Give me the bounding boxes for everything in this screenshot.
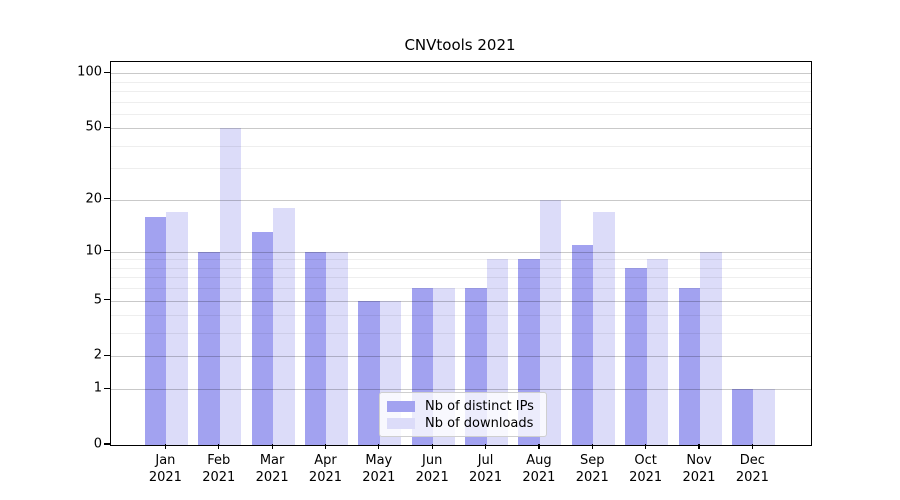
bar-downloads: [219, 128, 242, 445]
legend-item-distinct-ips: Nb of distinct IPs: [387, 398, 538, 415]
gridline-major: [111, 356, 811, 358]
gridline-minor: [111, 288, 811, 290]
y-tick-label: 10: [85, 243, 102, 259]
legend-swatch-distinct-ips: [387, 401, 415, 412]
legend-label-downloads: Nb of downloads: [425, 416, 534, 431]
x-tick-mark: [751, 444, 753, 449]
x-tick-label: Jan 2021: [148, 453, 182, 485]
gridline-major: [111, 251, 811, 253]
y-tick-mark: [104, 299, 110, 301]
x-tick-label: Oct 2021: [629, 453, 663, 485]
bar-downloads: [646, 259, 669, 445]
bar-distinct-ips: [571, 244, 594, 445]
gridline-minor: [111, 90, 811, 92]
y-tick-mark: [104, 198, 110, 200]
gridline-major: [111, 199, 811, 201]
x-tick-label: Jun 2021: [415, 453, 449, 485]
gridline-minor: [111, 259, 811, 261]
bar-downloads: [273, 207, 295, 445]
x-tick-label: Aug 2021: [522, 453, 556, 485]
x-tick-label: Jul 2021: [469, 453, 503, 485]
x-tick-mark: [378, 444, 380, 449]
gridline-minor: [111, 168, 811, 170]
bar-distinct-ips: [731, 389, 754, 445]
bar-distinct-ips: [144, 216, 167, 445]
x-tick-label: Sep 2021: [575, 453, 609, 485]
bar-distinct-ips: [198, 251, 220, 445]
y-tick-label: 2: [93, 347, 102, 363]
bar-downloads: [166, 212, 188, 445]
gridline-major: [111, 389, 811, 391]
bar-downloads: [753, 389, 775, 445]
bar-distinct-ips: [251, 232, 274, 445]
gridline-minor: [111, 267, 811, 269]
x-tick-mark: [431, 444, 433, 449]
gridline-major: [111, 128, 811, 130]
legend-swatch-downloads: [387, 418, 415, 429]
gridline-major: [111, 300, 811, 302]
y-tick-label: 1: [93, 380, 102, 396]
gridline-minor: [111, 315, 811, 317]
y-tick-label: 0: [93, 436, 102, 452]
legend-item-downloads: Nb of downloads: [387, 415, 538, 432]
x-tick-mark: [484, 444, 487, 449]
x-tick-label: May 2021: [362, 453, 396, 485]
x-tick-mark: [645, 444, 647, 449]
gridline-minor: [111, 333, 811, 335]
y-tick-mark: [104, 387, 110, 389]
x-tick-label: Mar 2021: [255, 453, 289, 485]
x-tick-mark: [164, 444, 166, 449]
x-tick-label: Feb 2021: [202, 453, 236, 485]
x-tick-mark: [591, 444, 593, 449]
gridline-minor: [111, 113, 811, 115]
x-tick-mark: [271, 444, 273, 449]
y-tick-mark: [104, 126, 110, 128]
bar-downloads: [539, 199, 562, 445]
gridline-minor: [111, 101, 811, 103]
y-tick-mark: [104, 354, 110, 357]
y-tick-label: 50: [85, 119, 102, 135]
y-tick-mark: [104, 443, 110, 445]
bar-distinct-ips: [358, 300, 380, 445]
bar-downloads: [593, 212, 615, 445]
gridline-minor: [111, 145, 811, 147]
x-tick-mark: [218, 444, 220, 449]
y-tick-mark: [104, 71, 110, 73]
x-tick-mark: [538, 444, 540, 449]
gridlines-layer: [111, 62, 811, 445]
x-tick-label: Dec 2021: [735, 453, 769, 485]
bar-downloads: [700, 251, 722, 445]
legend: Nb of distinct IPs Nb of downloads: [379, 392, 547, 437]
chart-title: CNVtools 2021: [404, 36, 516, 54]
bar-downloads: [326, 251, 348, 445]
plot-area: [110, 61, 812, 446]
y-tick-label: 100: [77, 64, 102, 80]
y-tick-mark: [104, 250, 110, 252]
x-tick-mark: [698, 444, 700, 449]
bar-distinct-ips: [304, 251, 327, 445]
x-tick-label: Nov 2021: [682, 453, 716, 485]
bar-distinct-ips: [625, 267, 647, 445]
x-tick-mark: [324, 444, 327, 449]
bar-distinct-ips: [678, 288, 700, 445]
x-tick-label: Apr 2021: [308, 453, 343, 485]
gridline-major: [111, 73, 811, 75]
y-tick-label: 20: [85, 191, 102, 207]
legend-label-distinct-ips: Nb of distinct IPs: [425, 399, 534, 414]
gridline-minor: [111, 81, 811, 83]
y-tick-label: 5: [93, 292, 102, 308]
gridline-minor: [111, 277, 811, 279]
